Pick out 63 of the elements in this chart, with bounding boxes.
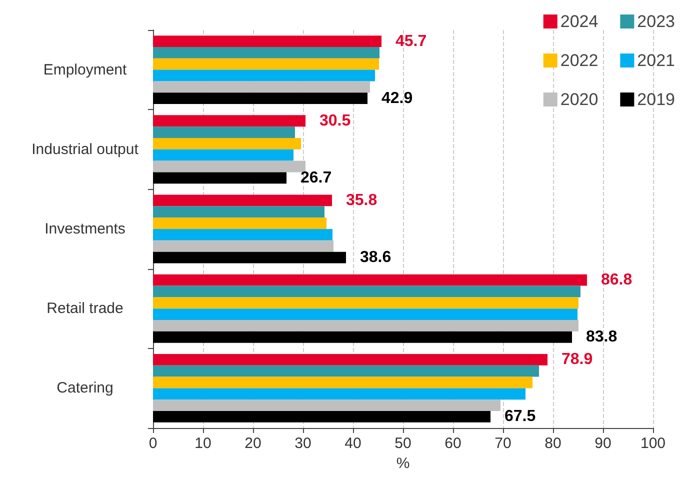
y-tick-label: Retail trade	[46, 300, 124, 318]
x-tick-label: 30	[294, 435, 312, 452]
bar	[153, 92, 368, 104]
bar	[153, 70, 375, 82]
legend-label: 2024	[560, 12, 598, 31]
legend-label: 2019	[637, 90, 676, 109]
bar	[153, 126, 295, 138]
bar	[153, 218, 326, 229]
bar	[153, 308, 578, 320]
bar	[153, 172, 286, 184]
bar	[153, 297, 578, 309]
x-tick-label: 20	[244, 435, 262, 452]
x-tick-label: 0	[148, 435, 158, 452]
x-tick-label: 40	[344, 435, 362, 452]
y-tick-label: Catering	[56, 380, 114, 397]
x-tick-label: 80	[544, 435, 562, 452]
bar	[153, 286, 580, 298]
bar	[153, 252, 346, 264]
bar	[153, 160, 306, 172]
bar	[153, 320, 578, 332]
data-label: 83.8	[586, 328, 618, 346]
bar	[153, 36, 382, 47]
bar	[153, 115, 306, 127]
data-label: 42.9	[382, 90, 413, 107]
x-tick-label: 60	[444, 435, 462, 452]
bar	[153, 138, 301, 150]
bar	[153, 411, 490, 422]
y-tick-label: Investments	[44, 220, 126, 238]
legend-label: 2020	[560, 90, 598, 109]
legend-label: 2022	[560, 51, 598, 70]
bar	[153, 58, 379, 70]
data-label: 45.7	[396, 32, 427, 50]
x-axis-title: %	[396, 454, 410, 472]
bar	[153, 194, 332, 206]
x-tick-label: 100	[640, 435, 666, 452]
bar	[153, 365, 539, 377]
x-tick-label: 10	[194, 435, 212, 452]
y-tick-label: Employment	[43, 61, 128, 78]
data-label: 26.7	[300, 169, 332, 186]
bar	[153, 400, 500, 412]
y-tick-label: Industrial output	[32, 140, 140, 158]
bar	[153, 149, 294, 161]
bar	[153, 331, 572, 343]
bar	[153, 81, 370, 93]
legend-label: 2023	[637, 12, 676, 31]
data-label: 38.6	[360, 249, 392, 266]
x-tick-label: 70	[494, 435, 512, 452]
data-label: 78.9	[562, 351, 593, 368]
data-label: 35.8	[346, 192, 378, 209]
data-label: 67.5	[504, 408, 536, 426]
bar	[153, 240, 334, 252]
bar	[153, 229, 332, 240]
data-label: 86.8	[601, 272, 632, 289]
bar	[153, 206, 324, 218]
bar	[153, 274, 587, 286]
x-tick-label: 90	[594, 435, 612, 452]
bar	[153, 354, 548, 366]
legend-label: 2021	[637, 51, 676, 70]
bar	[153, 376, 532, 388]
data-label: 30.5	[320, 112, 351, 130]
x-tick-label: 50	[394, 435, 412, 452]
bar	[153, 388, 526, 400]
bar	[153, 46, 380, 58]
